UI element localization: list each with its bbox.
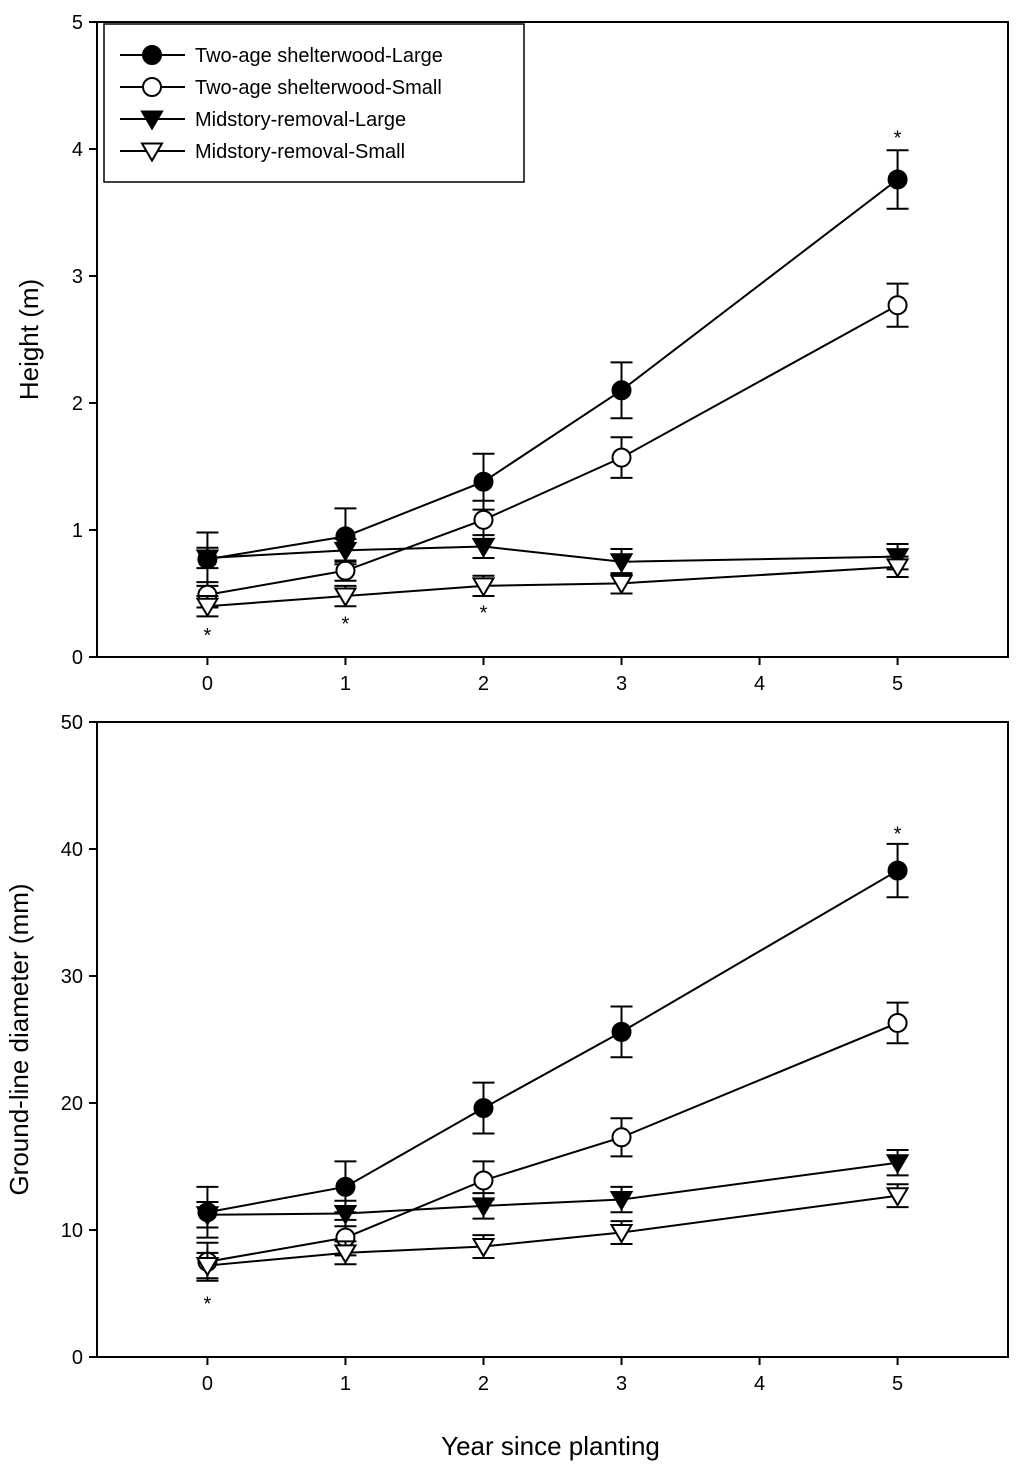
y-tick-label: 1: [72, 520, 83, 542]
series-filled-circle: [196, 842, 909, 1239]
height-panel: 0 1 2 3 4 5 0 1 2 3 4 5 Height (m) * * * * Two-age shelte…: [14, 12, 1009, 695]
data-point: [885, 1187, 910, 1208]
data-point: [609, 574, 634, 595]
data-point: [609, 1191, 634, 1211]
x-tick-label: 3: [616, 673, 627, 695]
legend-box: [103, 23, 525, 183]
significance-star: *: [342, 614, 350, 636]
data-point: [195, 1206, 220, 1227]
data-point: [333, 1204, 358, 1225]
series-line: [207, 1022, 898, 1263]
legend-label: Two-age shelterwood-Large: [195, 45, 443, 67]
y-tick-label: 3: [72, 266, 83, 288]
data-point: [333, 1244, 358, 1265]
y-tick-label: 50: [61, 712, 83, 734]
significance-star: *: [204, 1293, 212, 1315]
x-tick-label: 2: [478, 673, 489, 695]
data-point: [611, 380, 632, 401]
series-filled-triangle-down: [195, 1148, 910, 1229]
significance-star: *: [894, 823, 902, 845]
series-line: [207, 869, 899, 1214]
data-point: [195, 597, 220, 618]
y-tick-label: 0: [72, 647, 83, 669]
x-tick-label: 1: [340, 673, 351, 695]
data-point: [611, 1021, 632, 1042]
significance-star: *: [204, 625, 212, 647]
legend-item: Midstory-removal-Large: [120, 109, 406, 131]
legend-marker: [140, 142, 164, 163]
data-point: [195, 549, 220, 570]
x-axis-title: Year since planting: [441, 1431, 660, 1461]
y-tick-label: 2: [72, 393, 83, 415]
data-point: [195, 1257, 220, 1278]
y-tick-label: 5: [72, 12, 83, 34]
data-point: [611, 447, 632, 468]
y-axis-title: Ground-line diameter (mm): [4, 883, 34, 1195]
x-tick-label: 0: [202, 673, 213, 695]
series-line: [207, 1161, 898, 1216]
data-point: [473, 471, 494, 492]
legend-label: Midstory-removal-Large: [195, 109, 406, 131]
x-tick-label: 1: [340, 1373, 351, 1395]
y-tick-label: 0: [72, 1347, 83, 1369]
series-open-triangle-down: [195, 1183, 910, 1280]
series-filled-triangle-down: [195, 534, 910, 576]
x-tick-label: 2: [478, 1373, 489, 1395]
series-line: [207, 565, 898, 608]
y-tick-label: 4: [72, 139, 83, 161]
significance-star: *: [480, 602, 488, 624]
data-point: [471, 577, 496, 598]
data-point: [611, 1127, 632, 1148]
legend-marker: [142, 45, 162, 65]
series-filled-circle: [196, 149, 909, 587]
x-tick-label: 0: [202, 1373, 213, 1395]
y-tick-label: 30: [61, 966, 83, 988]
legend-item: Two-age shelterwood-Large: [120, 45, 443, 67]
data-point: [333, 541, 358, 562]
x-tick-label: 5: [892, 1373, 903, 1395]
data-point: [335, 1176, 356, 1197]
x-tick-label: 4: [754, 673, 765, 695]
diameter-panel: 0 10 20 30 40 50 0 1 2 3 4 5 Ground-line diameter (m…: [4, 712, 1009, 1461]
legend: Two-age shelterwood-Large Two-age shelter…: [103, 23, 525, 183]
legend-item: Midstory-removal-Small: [120, 141, 405, 163]
data-point: [885, 558, 910, 579]
x-tick-label: 3: [616, 1373, 627, 1395]
data-point: [609, 1224, 634, 1245]
series-open-triangle-down: [195, 555, 910, 618]
y-tick-label: 10: [61, 1220, 83, 1242]
data-point: [471, 1238, 496, 1258]
y-tick-label: 40: [61, 839, 83, 861]
y-tick-label: 20: [61, 1093, 83, 1115]
data-point: [887, 860, 908, 881]
significance-star: *: [894, 127, 902, 149]
data-point: [333, 587, 358, 608]
plot-frame: [96, 21, 1009, 658]
plot-frame: [96, 721, 1009, 1358]
x-tick-label: 5: [892, 673, 903, 695]
data-point: [473, 1170, 494, 1191]
data-point: [609, 553, 634, 574]
x-tick-label: 4: [754, 1373, 765, 1395]
data-point: [885, 1154, 910, 1175]
legend-label: Midstory-removal-Small: [195, 141, 405, 163]
data-point: [471, 538, 496, 558]
legend-label: Two-age shelterwood-Small: [195, 77, 442, 99]
legend-marker: [140, 110, 164, 131]
series-line: [207, 178, 899, 561]
data-point: [335, 560, 356, 581]
series-line: [207, 545, 898, 563]
data-point: [887, 169, 908, 190]
data-point: [887, 1012, 908, 1033]
y-axis-title: Height (m): [14, 279, 44, 400]
data-point: [887, 295, 908, 316]
legend-item: Two-age shelterwood-Small: [120, 77, 442, 99]
data-point: [473, 509, 494, 530]
data-point: [473, 1098, 494, 1119]
series-line: [207, 1194, 898, 1267]
data-point: [471, 1197, 496, 1218]
legend-marker: [142, 77, 162, 97]
